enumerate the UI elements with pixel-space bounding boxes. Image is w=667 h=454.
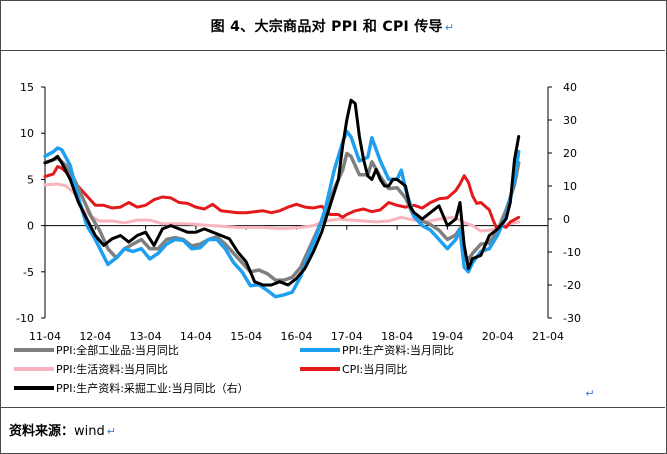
legend-label-3: PPI:生活资料:当月同比 — [56, 362, 168, 376]
series-line-3 — [43, 182, 521, 233]
right-tick-label: -20 — [563, 279, 581, 292]
right-tick-label: 40 — [563, 81, 577, 94]
left-tick-label: 0 — [27, 220, 34, 233]
source-return-mark: ↵ — [106, 425, 116, 438]
left-tick-label: 5 — [27, 173, 34, 186]
x-tick-label: 14-04 — [180, 330, 212, 343]
legend-label-4: CPI:当月同比 — [342, 362, 407, 376]
left-tick-label: 15 — [20, 81, 34, 94]
left-tick-label: 10 — [20, 127, 34, 140]
x-tick-label: 13-04 — [130, 330, 162, 343]
legend-label-1: PPI:全部工业品:当月同比 — [56, 343, 179, 357]
figure-title: 图 4、大宗商品对 PPI 和 CPI 传导 ↵ — [0, 16, 665, 36]
source-value: wind — [74, 424, 105, 439]
x-tick-label: 12-04 — [79, 330, 111, 343]
title-row — [0, 0, 665, 51]
source-note: 资料来源：wind ↵ — [9, 420, 116, 439]
x-tick-label: 20-04 — [482, 330, 514, 343]
right-tick-label: 0 — [563, 213, 570, 226]
right-tick-label: 10 — [563, 180, 577, 193]
chart-row — [0, 51, 665, 408]
series-line-2 — [43, 129, 521, 299]
left-tick-label: -10 — [16, 312, 34, 325]
left-tick-label: -5 — [23, 266, 34, 279]
x-tick-label: 21-04 — [532, 330, 564, 343]
line-chart: 15 10 5 0 -5 -10 40 30 20 10 0 -10 -20 -30 11-04 12-04 1… — [14, 81, 595, 400]
legend-label-5: PPI:生产资料:采掘工业:当月同比（右） — [56, 381, 249, 395]
right-tick-label: 20 — [563, 147, 577, 160]
series-line-5 — [43, 98, 521, 287]
right-tick-label: -30 — [563, 312, 581, 325]
return-mark: ↵ — [444, 21, 455, 34]
x-tick-label: 15-04 — [230, 330, 262, 343]
right-tick-label: 30 — [563, 114, 577, 127]
series-line-4 — [43, 165, 521, 232]
title-text: 图 4、大宗商品对 PPI 和 CPI 传导 — [210, 19, 443, 35]
x-tick-label: 11-04 — [29, 330, 61, 343]
legend-label-2: PPI:生产资料:当月同比 — [342, 343, 454, 357]
source-label: 资料来源： — [9, 424, 75, 439]
x-tick-label: 17-04 — [331, 330, 363, 343]
x-tick-label: 16-04 — [281, 330, 313, 343]
series-line-1 — [43, 151, 521, 282]
legend-return-mark: ↵ — [585, 387, 594, 400]
right-tick-label: -10 — [563, 246, 581, 259]
x-tick-label: 19-04 — [431, 330, 463, 343]
x-tick-label: 18-04 — [381, 330, 413, 343]
